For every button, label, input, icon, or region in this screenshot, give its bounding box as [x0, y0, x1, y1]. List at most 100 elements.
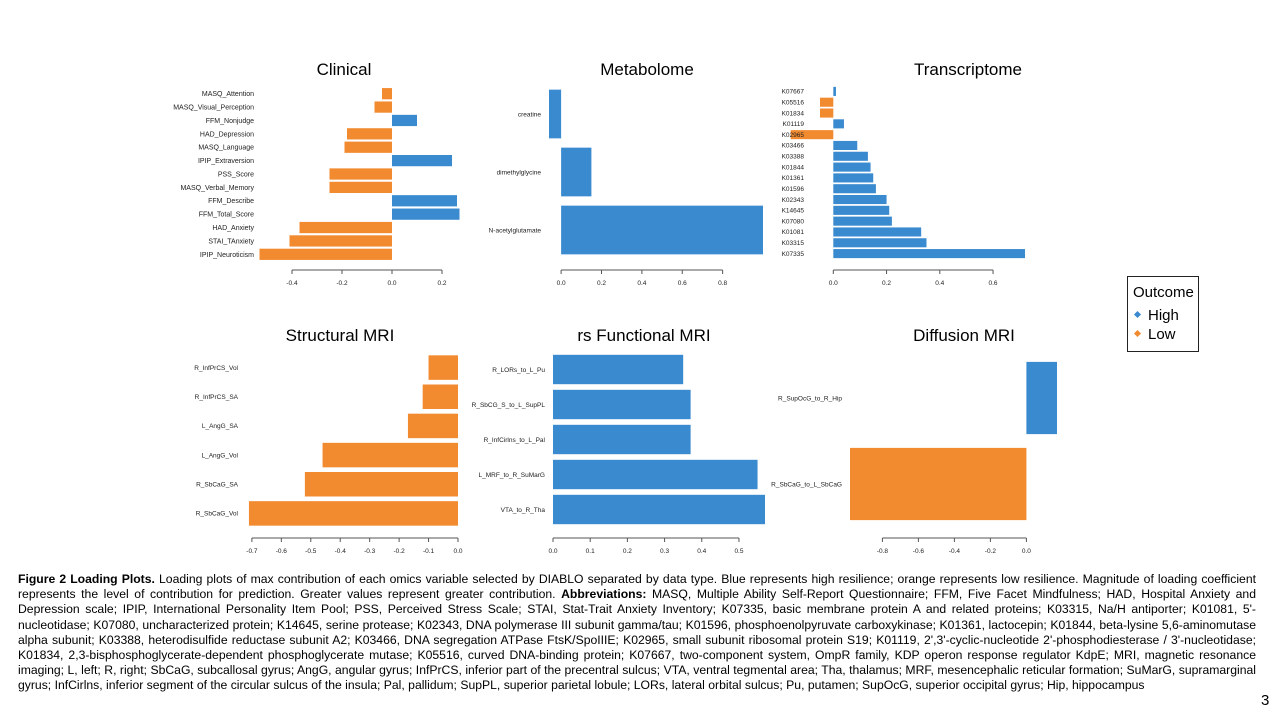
- clinical-bar: [392, 208, 460, 220]
- metabolome-tick-label: 0.0: [557, 280, 566, 287]
- clinical-category-label: STAI_TAnxiety: [208, 238, 254, 245]
- transcriptome-bar: [833, 86, 836, 96]
- clinical-bar: [392, 114, 417, 127]
- transcriptome-category-label: K01844: [782, 164, 805, 171]
- transcriptome-bar: [833, 194, 887, 205]
- clinical-bar: [392, 195, 457, 207]
- clinical-category-label: HAD_Anxiety: [212, 225, 254, 232]
- clinical-category-label: FFM_Total_Score: [199, 212, 254, 219]
- transcriptome-tick-label: 0.0: [829, 280, 838, 287]
- structural-mri-tick-label: 0.0: [453, 548, 462, 555]
- transcriptome-category-label: K01081: [782, 229, 805, 236]
- legend-swatch-high: [1133, 310, 1142, 318]
- structural-mri-bar: [428, 355, 458, 380]
- rs-functional-mri-bar: [553, 354, 684, 385]
- clinical-bar: [259, 248, 392, 260]
- caption-text: Loading plots of max contribution of eac…: [18, 572, 1256, 602]
- transcriptome-category-label: K02343: [782, 197, 805, 204]
- structural-mri-bar: [322, 442, 458, 468]
- diffusion-mri-tick-label: -0.4: [949, 548, 961, 555]
- metabolome-category-label: N-acetylglutamate: [489, 227, 542, 234]
- clinical-tick-label: 0.0: [387, 280, 396, 287]
- rs-functional-mri-category-label: L_MRF_to_R_SuMarG: [479, 472, 545, 479]
- transcriptome-category-label: K03466: [782, 143, 805, 150]
- rs-functional-mri-bar: [553, 389, 691, 420]
- clinical-bar: [344, 141, 392, 153]
- page-number: 3: [1261, 692, 1270, 709]
- caption-label: Figure 2 Loading Plots.: [18, 572, 155, 586]
- transcriptome-category-label: K01361: [782, 175, 805, 182]
- transcriptome-category-label: K03388: [782, 154, 805, 161]
- clinical-category-label: IPIP_Extraversion: [198, 158, 254, 165]
- rs-functional-mri-bar: [553, 424, 691, 455]
- clinical-tick-label: -0.2: [336, 280, 348, 287]
- structural-mri-tick-label: -0.4: [335, 548, 347, 555]
- legend-label-low: Low: [1148, 326, 1176, 343]
- legend-label-high: High: [1148, 307, 1179, 324]
- rs-functional-mri-tick-label: 0.4: [697, 548, 706, 555]
- clinical-bar: [299, 221, 392, 234]
- transcriptome-bar: [833, 151, 868, 161]
- clinical-bar: [289, 235, 392, 247]
- structural-mri-tick-label: -0.3: [364, 548, 376, 555]
- transcriptome-tick-label: 0.2: [882, 280, 891, 287]
- transcriptome-category-label: K02965: [782, 132, 805, 139]
- clinical-bar: [329, 168, 392, 180]
- structural-mri-category-label: R_InfPrCS_SA: [195, 394, 239, 401]
- legend-swatch-low: [1133, 329, 1142, 337]
- rs-functional-mri-category-label: R_InfCirlns_to_L_Pal: [484, 437, 546, 444]
- caption-abbreviations-text: MASQ, Multiple Ability Self-Report Quest…: [18, 587, 1256, 693]
- structural-mri-tick-label: -0.2: [394, 548, 406, 555]
- clinical-category-label: FFM_Nonjudge: [206, 118, 254, 125]
- clinical-category-label: MASQ_Attention: [202, 91, 254, 98]
- metabolome-tick-label: 0.8: [718, 280, 727, 287]
- structural-mri-bar: [407, 413, 458, 439]
- chart-title-structural-mri: Structural MRI: [285, 326, 395, 345]
- transcriptome-tick-label: 0.4: [935, 280, 944, 287]
- transcriptome-category-label: K07667: [782, 89, 805, 96]
- clinical-bar: [347, 128, 392, 140]
- legend-item-low: Low: [1133, 326, 1176, 343]
- legend: Outcome High Low: [1127, 276, 1199, 352]
- chart-title-transcriptome: Transcriptome: [913, 60, 1022, 79]
- rs-functional-mri-tick-label: 0.2: [623, 548, 632, 555]
- transcriptome-category-label: K14645: [782, 208, 805, 215]
- transcriptome-bar: [819, 97, 834, 107]
- transcriptome-category-label: K07335: [782, 251, 805, 258]
- diffusion-mri-bar: [850, 447, 1027, 521]
- clinical-category-label: HAD_Depression: [200, 131, 254, 138]
- caption-abbreviations-label: Abbreviations:: [561, 587, 647, 602]
- transcriptome-bar: [833, 227, 922, 237]
- clinical-category-label: IPIP_Neuroticism: [200, 252, 254, 259]
- diffusion-mri-tick-label: -0.8: [877, 548, 889, 555]
- structural-mri-category-label: L_AngG_SA: [202, 423, 239, 430]
- diffusion-mri-category-label: R_SupOcG_to_R_Hip: [778, 395, 842, 402]
- diffusion-mri-bar: [1026, 361, 1057, 435]
- clinical-category-label: PSS_Score: [218, 171, 254, 178]
- metabolome-bar: [549, 89, 562, 139]
- clinical-category-label: MASQ_Language: [198, 145, 254, 152]
- metabolome-tick-label: 0.4: [637, 280, 646, 287]
- transcriptome-bar: [833, 119, 844, 129]
- diffusion-mri-tick-label: 0.0: [1022, 548, 1031, 555]
- rs-functional-mri-category-label: R_SbCG_S_to_L_SupPL: [472, 402, 546, 409]
- transcriptome-category-label: K05516: [782, 99, 805, 106]
- diffusion-mri-category-label: R_SbCaG_to_L_SbCaG: [771, 481, 842, 488]
- structural-mri-category-label: R_SbCaG_Vol: [196, 511, 239, 518]
- rs-functional-mri-tick-label: 0.1: [586, 548, 595, 555]
- rs-functional-mri-tick-label: 0.3: [660, 548, 669, 555]
- structural-mri-bar: [422, 384, 458, 409]
- structural-mri-bar: [304, 472, 458, 497]
- diffusion-mri-tick-label: -0.2: [985, 548, 997, 555]
- clinical-category-label: MASQ_Visual_Perception: [173, 105, 254, 112]
- legend-item-high: High: [1133, 307, 1179, 324]
- transcriptome-bar: [833, 238, 927, 248]
- structural-mri-bar: [248, 501, 458, 526]
- transcriptome-category-label: K01596: [782, 186, 805, 193]
